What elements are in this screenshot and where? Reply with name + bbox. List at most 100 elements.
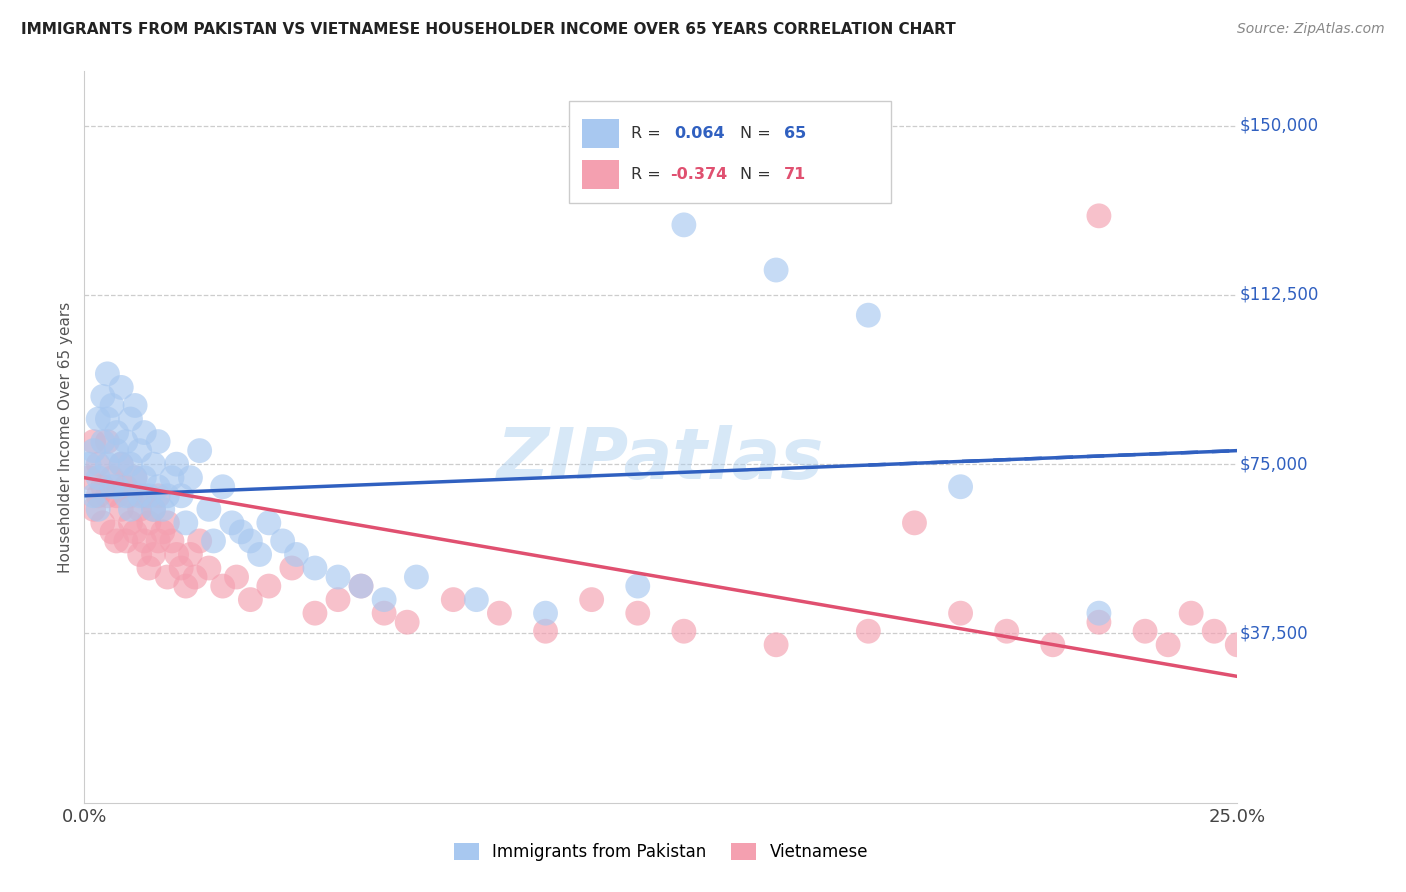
Point xyxy=(91,480,114,494)
Point xyxy=(281,561,304,575)
Point xyxy=(156,516,179,530)
Point xyxy=(138,561,160,575)
Point xyxy=(138,489,160,503)
Point xyxy=(134,533,156,548)
Point xyxy=(91,434,114,449)
Point xyxy=(124,399,146,413)
Point xyxy=(1133,624,1156,639)
Point xyxy=(110,457,132,471)
Point xyxy=(239,592,262,607)
Point xyxy=(285,548,308,562)
Text: 71: 71 xyxy=(785,167,807,182)
Text: $150,000: $150,000 xyxy=(1240,117,1319,135)
Point xyxy=(96,457,118,471)
Point xyxy=(672,624,695,639)
Point xyxy=(124,471,146,485)
FancyBboxPatch shape xyxy=(582,119,619,148)
Point xyxy=(110,502,132,516)
Point xyxy=(120,457,142,471)
Point xyxy=(77,457,100,471)
Point xyxy=(120,489,142,503)
Point xyxy=(105,533,128,548)
Point xyxy=(128,443,150,458)
Point xyxy=(249,548,271,562)
Point xyxy=(115,480,138,494)
Point xyxy=(765,263,787,277)
Point xyxy=(124,471,146,485)
Point xyxy=(124,524,146,539)
Point xyxy=(1180,606,1202,620)
Point xyxy=(257,579,280,593)
Point xyxy=(202,533,225,548)
Point xyxy=(672,218,695,232)
Point xyxy=(87,489,110,503)
Point xyxy=(231,524,253,539)
Text: IMMIGRANTS FROM PAKISTAN VS VIETNAMESE HOUSEHOLDER INCOME OVER 65 YEARS CORRELAT: IMMIGRANTS FROM PAKISTAN VS VIETNAMESE H… xyxy=(21,22,956,37)
Point xyxy=(160,533,183,548)
Point xyxy=(105,489,128,503)
Point xyxy=(120,516,142,530)
Text: $112,500: $112,500 xyxy=(1240,285,1319,304)
FancyBboxPatch shape xyxy=(582,160,619,189)
Text: R =: R = xyxy=(631,167,665,182)
Point xyxy=(142,502,165,516)
Point xyxy=(534,624,557,639)
Point xyxy=(96,434,118,449)
Point xyxy=(166,457,188,471)
Point xyxy=(373,606,395,620)
Point xyxy=(1157,638,1180,652)
Point xyxy=(239,533,262,548)
Point xyxy=(110,457,132,471)
Point xyxy=(101,524,124,539)
Point xyxy=(257,516,280,530)
Point xyxy=(179,548,201,562)
Point xyxy=(174,516,197,530)
Point xyxy=(534,606,557,620)
Point xyxy=(128,489,150,503)
Point xyxy=(134,425,156,440)
Text: -0.374: -0.374 xyxy=(671,167,727,182)
Point xyxy=(96,367,118,381)
Point xyxy=(134,471,156,485)
Point xyxy=(170,561,193,575)
Point xyxy=(903,516,925,530)
Point xyxy=(326,570,349,584)
Point xyxy=(83,443,105,458)
Point xyxy=(373,592,395,607)
Point xyxy=(83,434,105,449)
Point xyxy=(188,533,211,548)
Text: R =: R = xyxy=(631,126,665,141)
Point xyxy=(87,457,110,471)
Point xyxy=(128,548,150,562)
Point xyxy=(1042,638,1064,652)
Point xyxy=(115,489,138,503)
Point xyxy=(949,480,972,494)
Point xyxy=(128,502,150,516)
Point xyxy=(225,570,247,584)
Point xyxy=(134,489,156,503)
Point xyxy=(1088,615,1111,630)
Point xyxy=(120,502,142,516)
Point xyxy=(627,606,650,620)
Point xyxy=(396,615,419,630)
Point xyxy=(441,592,464,607)
Text: Source: ZipAtlas.com: Source: ZipAtlas.com xyxy=(1237,22,1385,37)
Point xyxy=(83,489,105,503)
Point xyxy=(110,380,132,394)
Text: 65: 65 xyxy=(785,126,807,141)
Point xyxy=(101,399,124,413)
Point xyxy=(221,516,243,530)
Point xyxy=(142,548,165,562)
Point xyxy=(166,548,188,562)
Point xyxy=(156,489,179,503)
Point xyxy=(211,579,233,593)
Point xyxy=(405,570,427,584)
Point xyxy=(91,389,114,403)
Point xyxy=(101,480,124,494)
Point xyxy=(83,502,105,516)
Point xyxy=(581,592,603,607)
Point xyxy=(174,579,197,593)
Point xyxy=(326,592,349,607)
Point xyxy=(858,308,880,322)
Text: ZIPatlas: ZIPatlas xyxy=(498,425,824,493)
